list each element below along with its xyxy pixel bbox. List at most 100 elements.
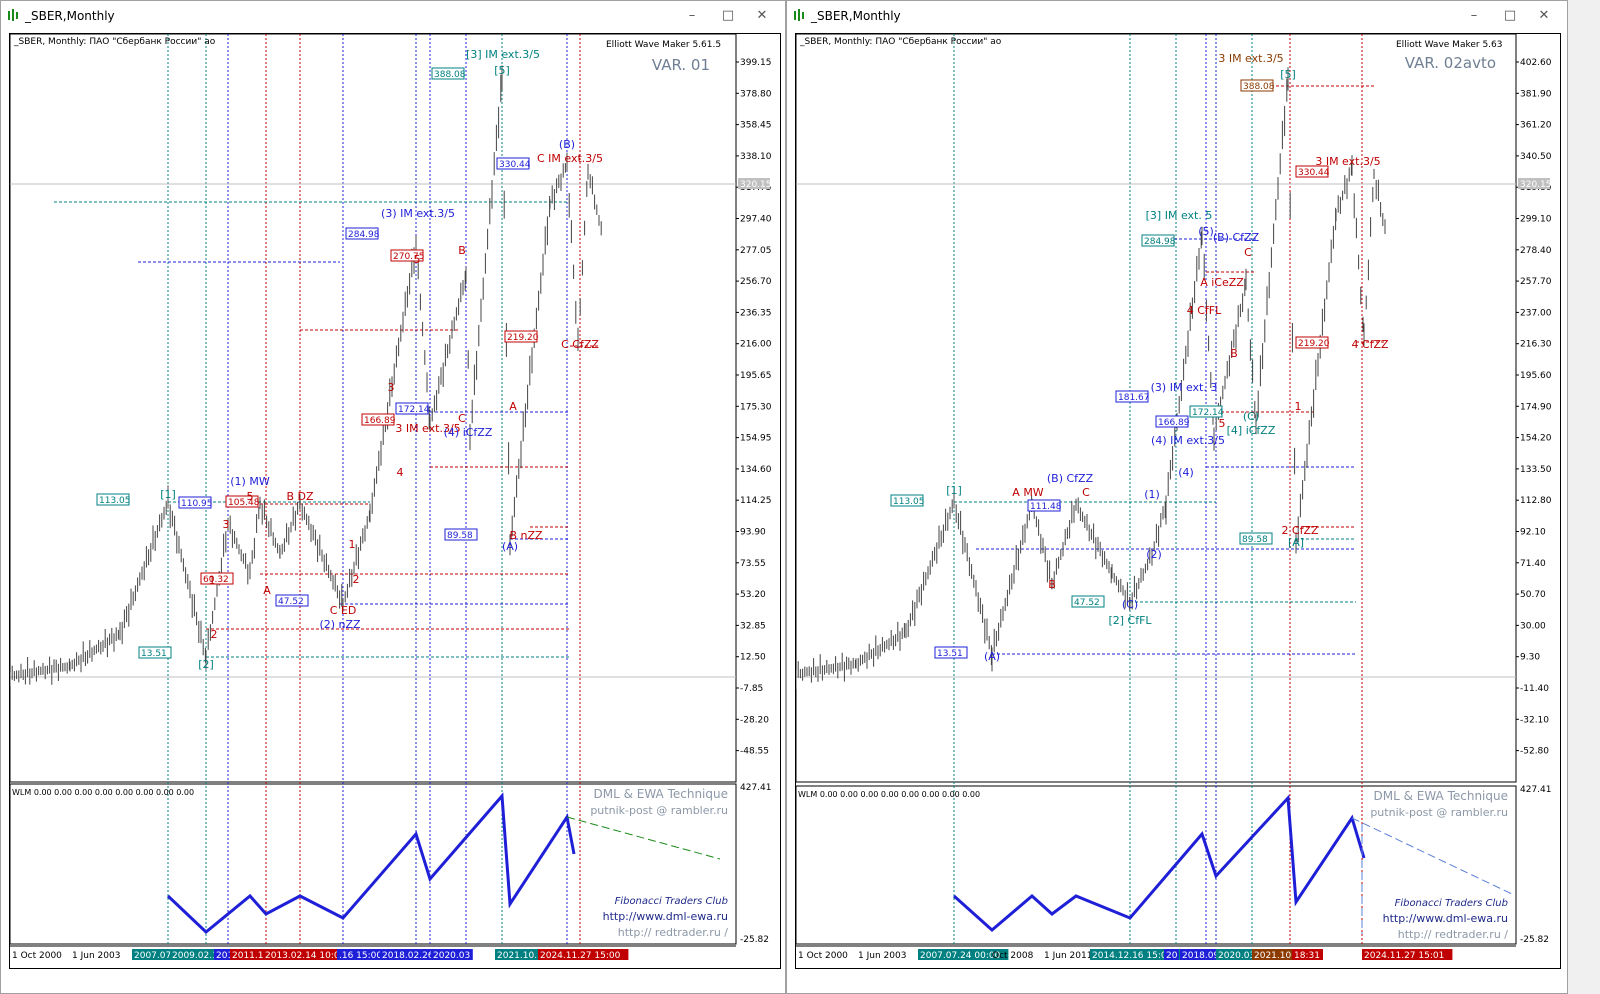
wave-label: C CfZZ [561,338,599,351]
chart-app-icon [8,9,18,21]
price-level-box [361,413,395,426]
price-level-value: 166.89 [364,416,396,426]
minimize-icon[interactable]: – [1470,8,1478,23]
wave-label: 3 [388,381,395,394]
price-level-box [138,646,172,659]
x-axis-label-bg [263,949,354,960]
y-axis-tick-label: 195.60 [1520,371,1552,381]
x-axis-label: 1 Jun 2011 [1044,951,1092,961]
chart-area[interactable]: _SBER, Monthly: ПАО "Сбербанк России" ао… [795,33,1561,969]
x-axis-label-bg [380,949,438,960]
x-axis-label-bg [170,949,228,960]
price-level-value: 105.48 [228,498,260,508]
chart-header-text: _SBER, Monthly: ПАО "Сбербанк России" ао [799,37,1002,47]
variant-label: VAR. 02avto [1405,54,1496,72]
chart-area[interactable]: _SBER, Monthly: ПАО "Сбербанк России" ао… [9,33,781,969]
wave-label: [1] [160,488,176,501]
wave-label: C [1082,486,1090,499]
watermark-url-2: http:// redtrader.ru / [1398,928,1509,941]
price-level-box [390,249,424,262]
wave-label: (3) IM ext. 3 [1151,381,1218,394]
maximize-icon[interactable]: □ [721,8,735,23]
price-level-box [1295,336,1329,349]
x-axis-label: .16 15:00 [339,951,382,961]
x-axis-label: 2007.07. [134,951,174,961]
wave-label: 1 [349,538,356,551]
wave-label: 5 [247,490,254,503]
wave-label: (2) nZZ [319,618,361,631]
wave-label: [3] IM ext. 5 [1146,209,1213,222]
price-level-box [431,67,465,80]
price-level-value: 13.51 [937,649,963,659]
x-axis-label-bg [230,949,267,960]
price-level-box [1189,405,1223,418]
price-level-box [1155,415,1189,428]
forecast-line [566,816,721,860]
y-axis-tick-label: -28.20 [740,715,769,725]
sub-axis-min: -25.82 [1520,935,1549,945]
price-level-box [890,494,924,507]
title-bar[interactable]: _SBER,Monthly – □ ✕ [787,1,1567,31]
y-axis-tick-label: 154.20 [1520,434,1552,444]
price-level-box [345,227,379,240]
y-axis-tick-label: -11.40 [1520,684,1549,694]
wave-label: A [509,400,517,413]
wave-label: [4] iCfZZ [1227,424,1276,437]
watermark-club: Fibonacci Traders Club [1395,898,1508,909]
y-axis-tick-label: 338.10 [740,152,772,162]
y-axis-tick-label: 32.85 [740,621,766,631]
price-level-box [200,572,234,585]
y-axis-tick-label: 299.10 [1520,215,1552,225]
close-icon[interactable]: ✕ [1538,8,1550,23]
y-axis-tick-label: 358.45 [740,121,772,131]
wave-label: 1 [1295,400,1302,413]
price-level-box [444,528,478,541]
y-axis-tick-label: 114.25 [740,496,772,506]
y-axis-tick-label: 402.60 [1520,58,1552,68]
price-level-value: 284.98 [1144,237,1176,247]
watermark-url: http://www.dml-ewa.ru [1383,912,1508,925]
price-level-box [225,495,259,508]
y-axis-tick-label: 93.90 [740,528,766,538]
y-axis-tick-label: 277.05 [740,246,772,256]
y-axis-tick-label: 256.70 [740,277,772,287]
wave-label: B DZ [286,490,314,503]
y-axis-tick-label: 216.30 [1520,340,1552,350]
price-level-box [934,646,968,659]
sub-axis-min: -25.82 [740,935,769,945]
y-axis-tick-label: -48.55 [740,747,769,757]
minimize-icon[interactable]: – [688,8,696,23]
y-axis-tick-label: -7.85 [740,684,763,694]
wave-label: 5 [414,253,421,266]
y-axis-tick-label: 50.70 [1520,590,1546,600]
x-axis-label-bg [1090,949,1181,960]
price-level-value: 110.95 [181,499,213,509]
title-bar[interactable]: _SBER,Monthly – □ ✕ [1,1,785,31]
y-axis-tick-label: 399.15 [740,58,772,68]
price-chart[interactable]: _SBER, Monthly: ПАО "Сбербанк России" ао… [796,34,1560,968]
price-chart[interactable]: _SBER, Monthly: ПАО "Сбербанк России" ао… [10,34,780,968]
wave-label: A MW [1012,486,1044,499]
wave-label: B [1048,578,1056,591]
y-axis-tick-label: 257.70 [1520,277,1552,287]
watermark-email: putnik-post @ rambler.ru [1370,806,1508,819]
sub-plot-frame [10,783,737,945]
forecast-line [1351,817,1513,895]
window-title: _SBER,Monthly [25,9,115,23]
close-icon[interactable]: ✕ [756,8,768,23]
y-axis-tick-label: 174.90 [1520,402,1552,412]
wave-label: 4 CfZZ [1351,338,1389,351]
price-level-value: 111.48 [1030,502,1062,512]
x-axis-label-bg [1164,949,1179,960]
x-axis-label-bg [918,949,1009,960]
wave-label: 2 [353,573,360,586]
price-level-value: 113.05 [99,496,131,506]
chart-window-1[interactable]: _SBER,Monthly – □ ✕ _SBER, Monthly: ПАО … [0,0,786,994]
wave-label: (B) [559,138,575,151]
indicator-name: Elliott Wave Maker 5.61.5 [606,40,721,50]
chart-window-2[interactable]: _SBER,Monthly – □ ✕ _SBER, Monthly: ПАО … [786,0,1568,994]
maximize-icon[interactable]: □ [1503,8,1517,23]
wave-label: 5 [1219,417,1226,430]
wave-label: (4) iCfZZ [444,426,493,439]
x-axis-label: 2013.02.14 10:00 [265,951,346,961]
